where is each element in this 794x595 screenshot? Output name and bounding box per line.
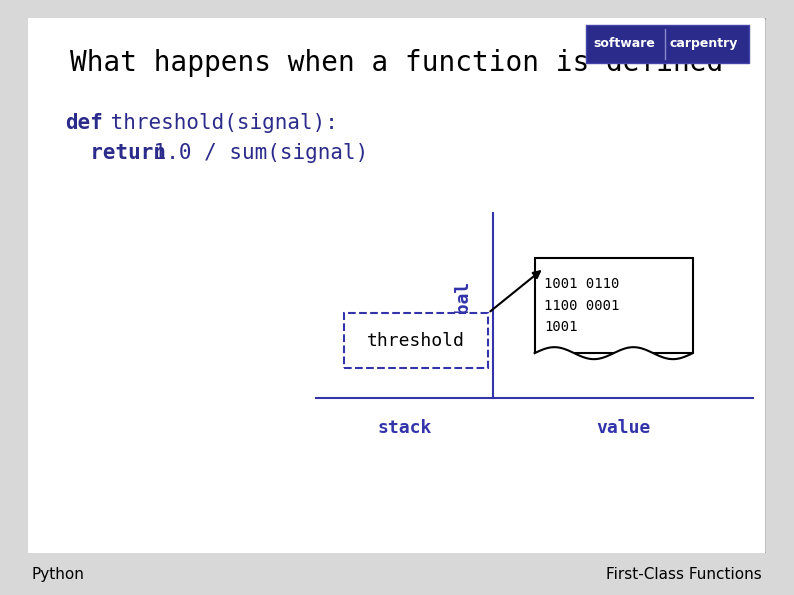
Text: stack: stack [377, 419, 432, 437]
Text: What happens when a function is defined: What happens when a function is defined [71, 49, 723, 77]
Text: Python: Python [32, 566, 85, 582]
FancyBboxPatch shape [586, 25, 749, 63]
Bar [344, 313, 488, 368]
FancyBboxPatch shape [26, 17, 766, 555]
Text: software: software [593, 37, 655, 51]
Text: def: def [65, 113, 103, 133]
Text: 1001 0110
1100 0001
1001: 1001 0110 1100 0001 1001 [544, 277, 619, 334]
Text: global: global [454, 280, 472, 346]
Text: carpentry: carpentry [669, 37, 738, 51]
Bar [534, 258, 692, 353]
Text: return: return [65, 143, 166, 163]
Text: threshold: threshold [367, 331, 465, 350]
Text: First-Class Functions: First-Class Functions [607, 566, 762, 582]
Text: value: value [596, 419, 650, 437]
Text: threshold(signal):: threshold(signal): [98, 113, 338, 133]
Text: 1.0 / sum(signal): 1.0 / sum(signal) [141, 143, 368, 163]
